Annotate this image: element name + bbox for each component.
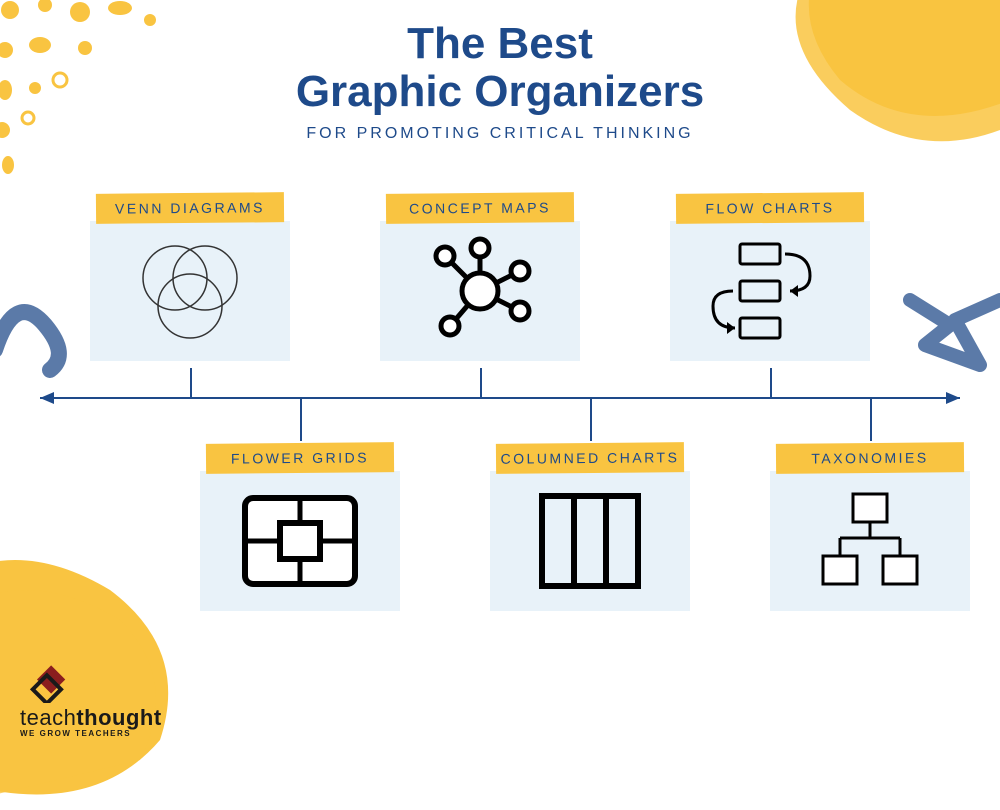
connector <box>590 399 592 441</box>
card-flower: FLOWER GRIDS <box>200 443 400 611</box>
card-flow: FLOW CHARTS <box>670 193 870 361</box>
title-line-1: The Best <box>0 20 1000 68</box>
card-body <box>380 221 580 361</box>
card-tab: TAXONOMIES <box>776 442 964 474</box>
card-tax: TAXONOMIES <box>770 443 970 611</box>
concept-map-icon <box>420 236 540 346</box>
connector <box>190 368 192 398</box>
logo-text-bold: thought <box>76 705 161 730</box>
connector <box>300 399 302 441</box>
venn-icon <box>130 236 250 346</box>
card-tab: CONCEPT MAPS <box>386 192 574 224</box>
logo-text-light: teach <box>20 705 76 730</box>
card-tab: VENN DIAGRAMS <box>96 192 284 224</box>
brand-logo: teachthought WE GROW TEACHERS <box>20 663 162 738</box>
subtitle: FOR PROMOTING CRITICAL THINKING <box>0 125 1000 143</box>
card-body <box>200 471 400 611</box>
connector <box>870 399 872 441</box>
card-concept: CONCEPT MAPS <box>380 193 580 361</box>
card-tab: COLUMNED CHARTS <box>496 442 684 474</box>
logo-mark-icon <box>26 663 72 703</box>
card-venn: VENN DIAGRAMS <box>90 193 290 361</box>
card-body <box>90 221 290 361</box>
card-body <box>670 221 870 361</box>
card-column: COLUMNED CHARTS <box>490 443 690 611</box>
card-tab: FLOWER GRIDS <box>206 442 394 474</box>
title-line-2: Graphic Organizers <box>0 68 1000 116</box>
flower-grid-icon <box>235 486 365 596</box>
timeline-axis <box>40 390 960 392</box>
connector <box>770 368 772 398</box>
card-body <box>490 471 690 611</box>
card-body <box>770 471 970 611</box>
taxonomy-icon <box>805 486 935 596</box>
flow-chart-icon <box>705 236 835 346</box>
connector <box>480 368 482 398</box>
header: The Best Graphic Organizers FOR PROMOTIN… <box>0 0 1000 143</box>
cards-container: VENN DIAGRAMS CONCEPT MAPS <box>0 173 1000 693</box>
columned-chart-icon <box>530 486 650 596</box>
card-tab: FLOW CHARTS <box>676 192 864 224</box>
logo-text: teachthought <box>20 705 162 731</box>
